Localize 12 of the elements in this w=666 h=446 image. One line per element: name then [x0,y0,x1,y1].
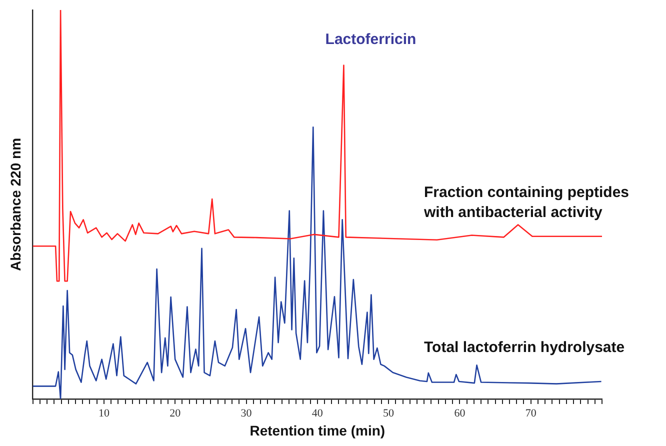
series-label: Total lactoferrin hydrolysate [424,339,625,356]
x-tick-label: 40 [312,407,324,420]
x-tick-label: 30 [240,407,252,420]
x-tick-label: 70 [525,407,537,420]
x-tick-label: 60 [454,407,466,420]
y-axis-title: Absorbance 220 nm [7,138,24,272]
annotation: Lactoferricin [325,30,416,48]
x-tick-label: 50 [383,407,395,420]
x-axis-title: Retention time (min) [250,422,386,438]
x-tick-label: 20 [170,407,182,420]
x-tick-label: 10 [98,407,110,420]
series-label: Fraction containing peptides with antibacterial activity [423,184,630,221]
